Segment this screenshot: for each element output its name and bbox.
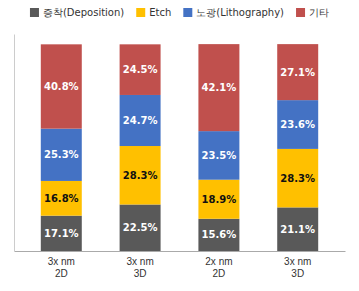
data-label: 24.5% <box>123 64 158 75</box>
bar-segment <box>198 219 239 251</box>
data-label: 17.1% <box>44 228 79 239</box>
data-label: 22.5% <box>123 222 158 233</box>
legend-label: 기타 <box>309 7 329 18</box>
legend-item: 증착(Deposition) <box>30 7 124 18</box>
legend-item: Etch <box>136 7 171 18</box>
x-tick-label: 3x nm2D <box>48 256 75 279</box>
legend-swatch <box>30 8 39 17</box>
data-label: 21.1% <box>280 224 315 235</box>
series <box>41 146 318 219</box>
legend-swatch <box>136 8 145 17</box>
bar-segment <box>277 44 318 100</box>
bar-segment <box>277 149 318 207</box>
legend-label: 노광(Lithography) <box>196 7 284 18</box>
data-label: 27.1% <box>280 67 315 78</box>
x-tick-label-line: 2x nm <box>205 256 232 267</box>
data-label: 15.6% <box>202 229 237 240</box>
data-label: 25.3% <box>44 149 79 160</box>
data-label: 16.8% <box>44 193 79 204</box>
series <box>41 205 318 252</box>
x-tick-label: 2x nm2D <box>205 256 232 279</box>
x-tick-label: 3x nm3D <box>284 256 311 279</box>
x-tick-label-line: 3D <box>291 268 304 279</box>
bar-segment <box>198 180 239 219</box>
legend-swatch <box>296 8 305 17</box>
data-label: 28.3% <box>280 173 315 184</box>
bar-segment <box>120 205 161 252</box>
x-tick-label-line: 2D <box>55 268 68 279</box>
legend-label: Etch <box>149 7 171 18</box>
bar-segment <box>120 44 161 95</box>
series <box>41 44 318 131</box>
x-tick: 3x nm3D <box>126 251 153 279</box>
bar-segment <box>120 146 161 204</box>
legend-item: 기타 <box>296 7 329 18</box>
bar-segment <box>277 100 318 149</box>
plot-area <box>41 44 318 251</box>
data-label: 28.3% <box>123 170 158 181</box>
x-axis-line <box>15 251 346 252</box>
series <box>41 95 318 181</box>
data-label: 23.6% <box>280 119 315 130</box>
data-label: 42.1% <box>202 82 237 93</box>
bar-segment <box>198 44 239 131</box>
bar-segment <box>120 95 161 146</box>
bar-segment <box>41 129 82 181</box>
x-tick-label-line: 3x nm <box>48 256 75 267</box>
data-label: 23.5% <box>202 150 237 161</box>
bar-segment <box>41 44 82 128</box>
legend-swatch <box>183 8 192 17</box>
data-labels: 17.1% 22.5% 15.6% 21.1% 16.8% 28.3% 18.9% 28.3%… <box>44 64 315 240</box>
x-tick-label-line: 3x nm <box>284 256 311 267</box>
chart: 증착(Deposition) Etch 노광(Lithography) 기타 17.1%… <box>0 0 359 291</box>
bar-segment <box>277 207 318 251</box>
y-axis <box>14 35 15 252</box>
data-label: 18.9% <box>202 194 237 205</box>
legend: 증착(Deposition) Etch 노광(Lithography) 기타 <box>30 7 329 18</box>
x-tick-label-line: 3D <box>134 268 147 279</box>
legend-label: 증착(Deposition) <box>43 7 124 18</box>
data-label: 40.8% <box>44 81 79 92</box>
y-axis-line <box>14 35 15 252</box>
data-label: 24.7% <box>123 115 158 126</box>
bar-segment <box>41 216 82 251</box>
bar-segment <box>198 131 239 180</box>
x-tick-label-line: 3x nm <box>126 256 153 267</box>
bar-segment <box>41 181 82 216</box>
legend-item: 노광(Lithography) <box>183 7 284 18</box>
x-tick-label-line: 2D <box>213 268 226 279</box>
x-tick: 3x nm3D <box>284 251 311 279</box>
x-tick: 2x nm2D <box>205 251 232 279</box>
x-tick-label: 3x nm3D <box>126 256 153 279</box>
x-axis: 3x nm2D3x nm3D2x nm2D3x nm3D <box>15 251 346 279</box>
x-tick: 3x nm2D <box>48 251 75 279</box>
